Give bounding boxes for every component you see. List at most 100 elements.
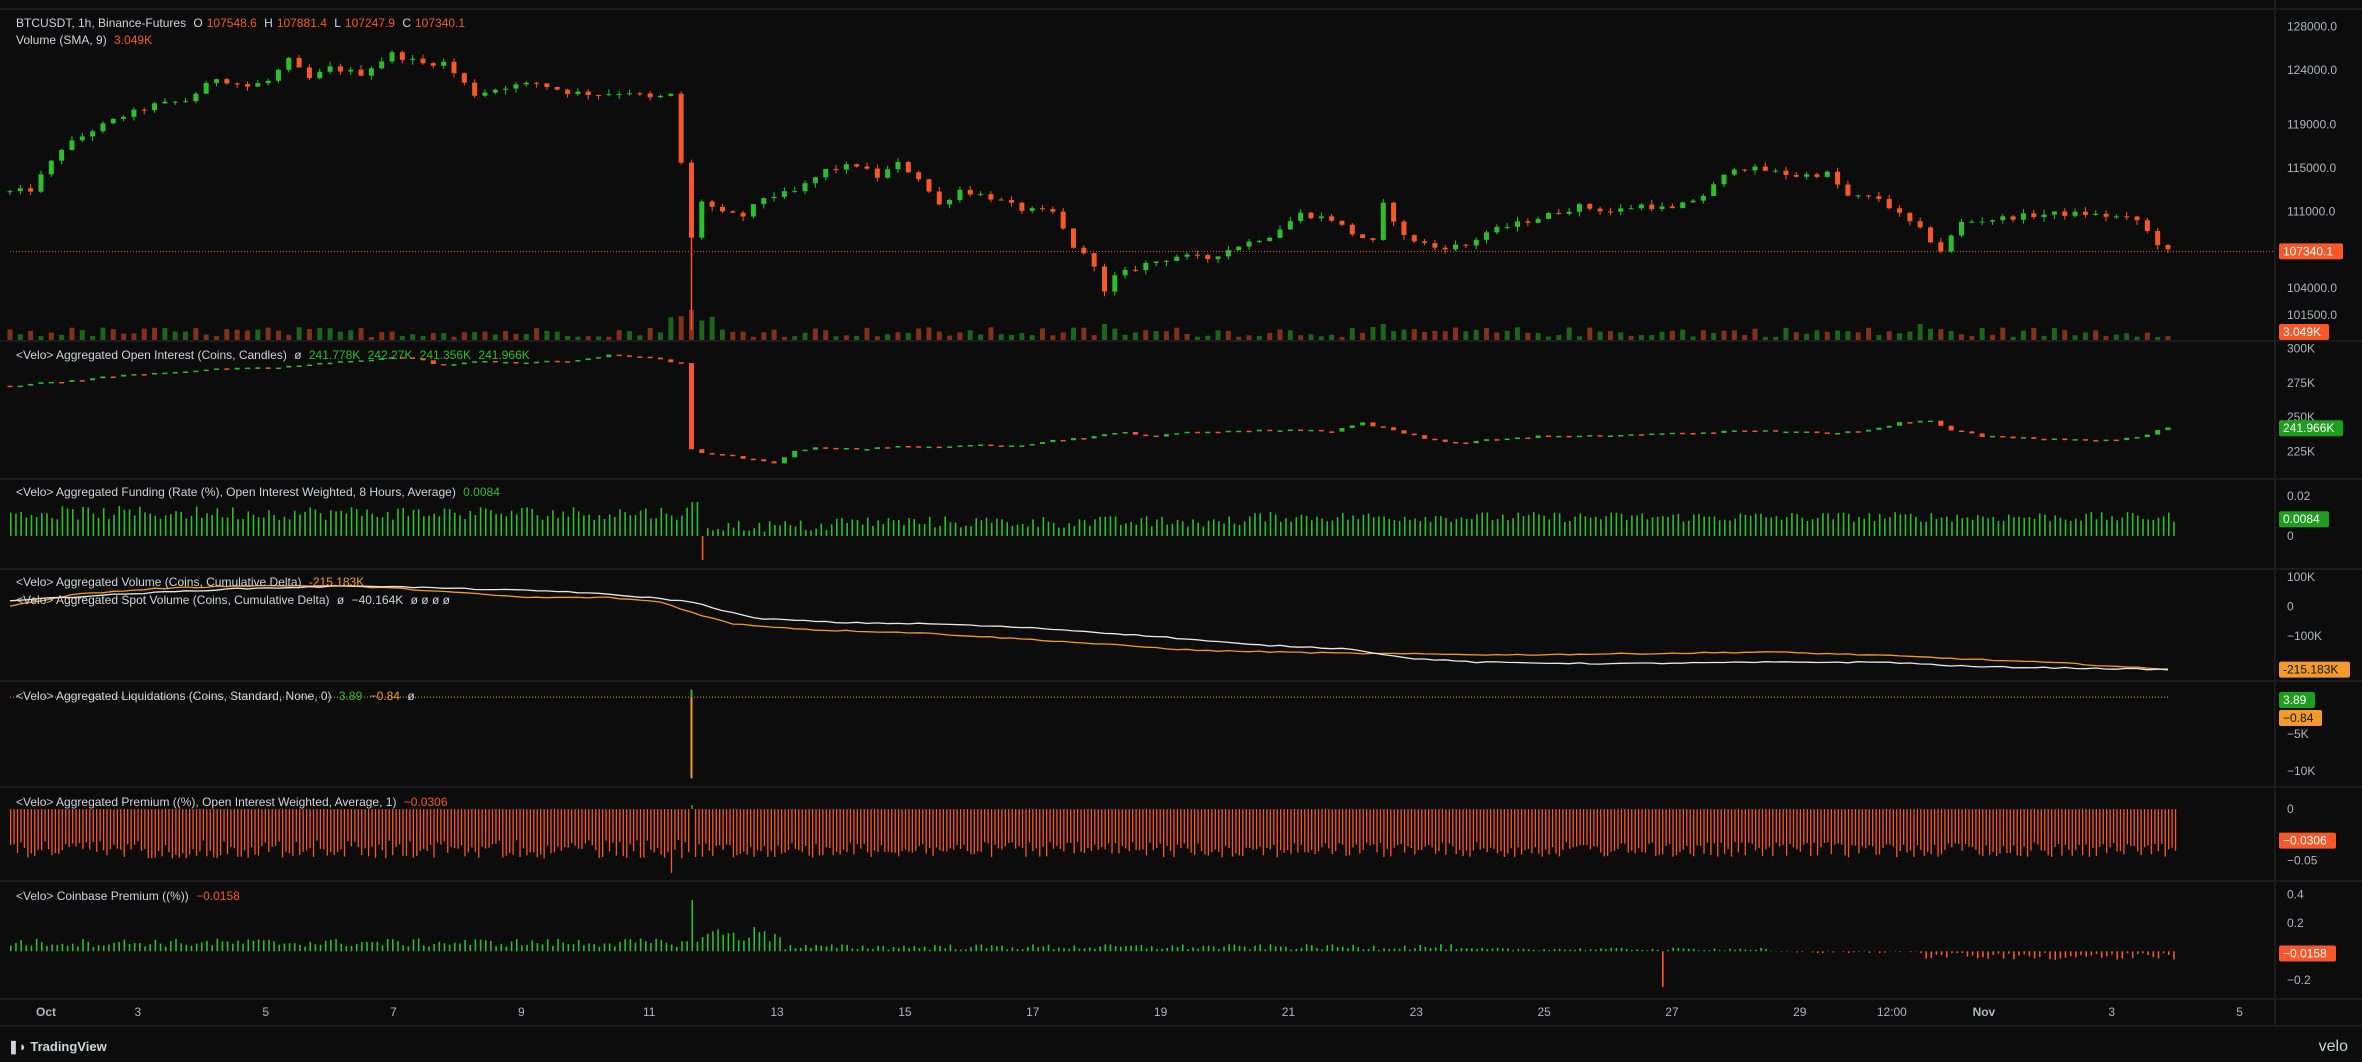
premium-bar [1486, 809, 1488, 852]
oi-candle [17, 385, 23, 388]
funding-bar [211, 515, 213, 536]
oi-candle [2072, 439, 2078, 441]
premium-badge-bg [2279, 832, 2336, 849]
funding-bar [1713, 516, 1716, 536]
oi-candle [1638, 434, 1644, 436]
volume-bar [812, 328, 818, 340]
funding-bar [1197, 522, 1200, 536]
premium-bar [378, 809, 380, 845]
oi-candle [1453, 441, 1459, 444]
funding-bar [66, 508, 69, 536]
premium-bar [312, 809, 315, 858]
candle-body [688, 162, 694, 238]
premium-bar [89, 809, 91, 850]
spot-label[interactable]: <Velo> Aggregated Spot Volume (Coins, Cu… [16, 593, 330, 607]
funding-bar [1150, 526, 1153, 536]
volume-label[interactable]: Volume (SMA, 9) [16, 33, 107, 47]
funding-bar [546, 516, 549, 536]
candle-body [554, 87, 560, 90]
funding-bar [139, 506, 141, 536]
premium-bar [1496, 809, 1499, 854]
cb-bar [1455, 948, 1458, 952]
funding-bar [2007, 514, 2010, 536]
cb-bar [299, 944, 301, 952]
candle-body [678, 93, 684, 163]
premium-bar [75, 809, 77, 847]
cb-bar [1734, 949, 1736, 952]
oi-candle [1391, 427, 1397, 431]
premium-bar [712, 809, 714, 856]
premium-bar [474, 809, 476, 852]
funding-badge-bg [2279, 511, 2329, 528]
cb-bar [2157, 951, 2160, 959]
time-tick-label: 19 [1154, 1005, 1168, 1019]
oi-candle [2010, 436, 2016, 439]
cb-bar [1822, 951, 1824, 954]
last-price-badge-bg [2279, 243, 2343, 260]
candle-body [503, 88, 509, 90]
premium-bar [333, 809, 335, 855]
cb-bar [505, 946, 508, 952]
cb-bar [608, 943, 611, 952]
cb-bar [459, 943, 461, 952]
tradingview-logo[interactable]: ❚◗ TradingView [8, 1039, 107, 1055]
oi-candle [1329, 431, 1335, 433]
premium-label[interactable]: <Velo> Aggregated Premium ((%), Open Int… [16, 795, 397, 809]
premium-bar [1572, 809, 1574, 848]
candle-body [1504, 226, 1510, 228]
vol-delta-label[interactable]: <Velo> Aggregated Volume (Coins, Cumulat… [16, 575, 302, 589]
funding-bar [293, 510, 296, 536]
funding-bar [1223, 523, 1225, 536]
premium-bar [65, 809, 67, 845]
candle-body [1442, 247, 1448, 250]
premium-bar [443, 809, 445, 842]
funding-bar [1976, 515, 1979, 536]
cb-bar [1878, 951, 1881, 954]
cb-bar [1538, 950, 1540, 952]
volume-bar [38, 336, 44, 340]
liq-label[interactable]: <Velo> Aggregated Liquidations (Coins, S… [16, 689, 332, 703]
cb-bar [381, 945, 384, 952]
oi-candle [1473, 440, 1479, 444]
cb-bar [428, 946, 430, 952]
premium-bar [34, 809, 36, 857]
premium-bar [591, 809, 593, 846]
candle-body [203, 83, 209, 94]
cb-bar [149, 944, 151, 952]
premium-bar [533, 809, 535, 853]
premium-bar [357, 809, 359, 848]
premium-bar [1954, 809, 1956, 844]
funding-bar [190, 516, 193, 536]
funding-bar [226, 517, 229, 536]
candle-body [17, 188, 23, 192]
price-tick-label: 119000.0 [2287, 118, 2336, 132]
cb-bar [1610, 947, 1613, 952]
premium-bar [808, 809, 810, 856]
premium-bar [608, 809, 611, 852]
volume-bar [637, 335, 643, 340]
premium-bar [116, 809, 118, 849]
volume-bar [2134, 336, 2140, 340]
volume-bar [1246, 335, 1252, 340]
oi-label[interactable]: <Velo> Aggregated Open Interest (Coins, … [16, 348, 287, 362]
cb-label[interactable]: <Velo> Coinbase Premium ((%)) [16, 889, 189, 903]
cb-bar [593, 944, 595, 952]
volume-bar [854, 335, 860, 340]
funding-bar [1336, 517, 1339, 536]
vol-delta-value: -215.183K [308, 575, 365, 589]
oi-candle [503, 361, 509, 364]
volume-bar [988, 327, 994, 340]
premium-bar [832, 809, 834, 856]
candle-body [1484, 232, 1490, 240]
funding-bar [433, 513, 435, 536]
cb-bar [619, 941, 621, 952]
premium-bar [2161, 809, 2163, 844]
premium-bar [302, 809, 304, 852]
premium-bar [1613, 809, 1616, 852]
funding-bar [479, 507, 482, 536]
cb-bar [1620, 947, 1623, 952]
funding-label[interactable]: <Velo> Aggregated Funding (Rate (%), Ope… [16, 485, 456, 499]
funding-bar [113, 514, 115, 536]
symbol-title[interactable]: BTCUSDT, 1h, Binance-Futures [16, 16, 187, 30]
